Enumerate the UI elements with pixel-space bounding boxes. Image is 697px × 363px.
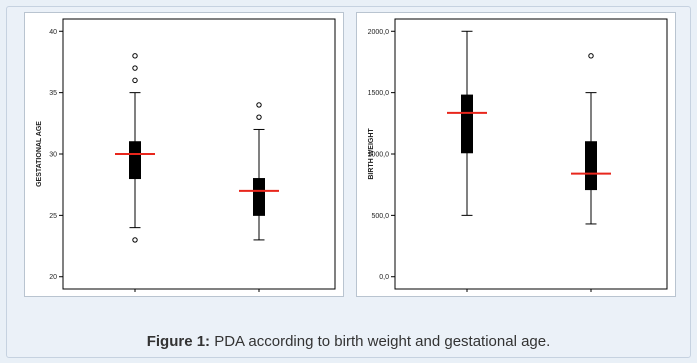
- y-tick-label: 500,0: [371, 213, 389, 220]
- outlier-point: [132, 237, 138, 243]
- y-tick-label: 40: [49, 29, 57, 36]
- y-tick-label: 20: [49, 274, 57, 281]
- box-no: [447, 30, 487, 216]
- box-yes: [239, 102, 279, 241]
- outlier-point: [256, 102, 262, 108]
- plot-area: [62, 18, 336, 290]
- iqr-box: [461, 94, 473, 154]
- y-tick-label: 1000,0: [368, 152, 390, 159]
- outlier-point: [132, 77, 138, 84]
- outlier-point: [132, 53, 138, 59]
- caption-text: PDA according to birth weight and gestat…: [214, 333, 551, 350]
- outlier-point: [256, 114, 262, 120]
- plot-area: [394, 18, 668, 290]
- figure-caption: Figure 1: PDA according to birth weight …: [0, 333, 697, 350]
- box-no: [115, 53, 155, 243]
- iqr-box: [129, 141, 141, 180]
- outlier-point: [588, 53, 594, 59]
- y-tick-label: 1500,0: [368, 90, 390, 97]
- y-tick-label: 25: [49, 213, 57, 220]
- y-tick-label: 0,0: [379, 274, 389, 281]
- y-tick-label: 35: [49, 90, 57, 97]
- y-tick-label: 2000,0: [368, 29, 390, 36]
- y-axis-label: BIRTH WEIGHT: [368, 128, 375, 180]
- iqr-box: [585, 141, 597, 191]
- caption-label: Figure 1:: [146, 333, 211, 350]
- y-tick-label: 30: [49, 152, 57, 159]
- y-axis-label: GESTATIONAL AGE: [36, 121, 43, 187]
- iqr-box: [253, 178, 265, 216]
- outlier-point: [132, 65, 138, 71]
- box-yes: [571, 53, 611, 225]
